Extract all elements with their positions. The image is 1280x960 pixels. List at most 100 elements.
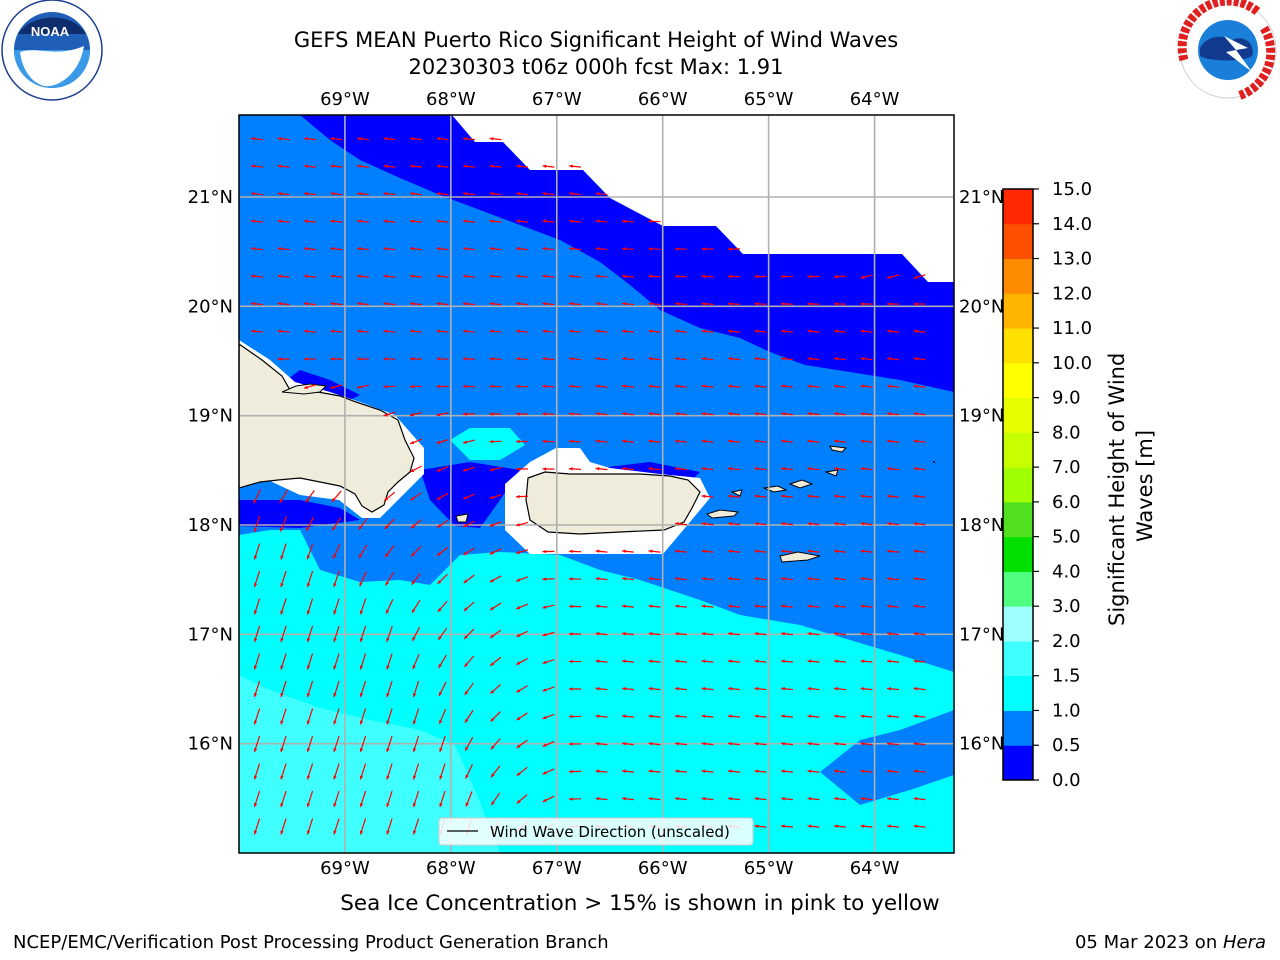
land-hispaniola-north-cape	[281, 383, 328, 395]
wind-arrow	[333, 818, 340, 835]
wind-arrow	[595, 384, 608, 388]
wind-arrow	[489, 137, 502, 141]
wind-wave-direction-arrows	[251, 137, 926, 835]
wind-arrow	[648, 742, 661, 746]
wind-arrow	[304, 137, 316, 141]
wind-arrow	[333, 790, 340, 808]
wind-arrow	[277, 247, 290, 251]
wind-arrow	[280, 735, 287, 753]
wind-arrow	[701, 302, 714, 306]
wind-arrow	[622, 247, 634, 251]
wind-arrow	[595, 797, 608, 801]
wind-arrow	[860, 522, 873, 526]
wind-arrow	[913, 494, 926, 498]
wind-arrow	[569, 412, 581, 416]
wind-arrow	[516, 302, 528, 306]
wind-arrow	[410, 192, 422, 196]
wind-arrow	[280, 708, 287, 725]
wind-arrow	[436, 546, 449, 557]
wind-arrow	[781, 632, 793, 636]
wind-arrow	[463, 628, 475, 640]
wind-arrow	[357, 192, 369, 196]
wind-arrow	[913, 824, 926, 828]
wind-arrow	[622, 329, 634, 333]
wind-arrow	[807, 659, 820, 663]
lat-tick-right-5: 21°N	[959, 187, 1004, 208]
wind-arrow	[728, 357, 740, 361]
wind-arrow	[330, 247, 343, 251]
wind-arrow	[306, 763, 314, 780]
noaa-logo-text: NOAA	[31, 24, 70, 39]
wind-arrow	[675, 659, 687, 663]
wind-arrow	[359, 818, 367, 835]
wind-arrow	[253, 790, 261, 808]
wind-arrow	[516, 247, 528, 251]
wind-arrow	[834, 329, 846, 333]
wind-arrow	[383, 302, 396, 306]
wind-arrow	[675, 302, 687, 306]
wind-arrow	[622, 659, 634, 663]
wind-arrow	[383, 192, 396, 196]
wind-arrow	[568, 769, 582, 774]
wind-arrow	[306, 625, 314, 643]
wind-arrow	[462, 384, 476, 389]
wind-arrow	[516, 192, 528, 196]
wind-arrow	[807, 329, 820, 333]
lon-tick-top-3: 66°W	[638, 89, 688, 110]
wind-arrow	[807, 824, 820, 828]
wind-arrow	[701, 384, 714, 388]
wind-arrow	[675, 604, 687, 608]
wind-arrow	[648, 329, 661, 333]
wind-arrow	[280, 763, 287, 780]
wind-arrow	[358, 517, 368, 531]
wind-arrow	[515, 603, 529, 610]
wind-arrow	[280, 790, 287, 808]
wind-arrow	[728, 577, 740, 581]
wind-arrow	[913, 687, 926, 691]
wind-arrow	[807, 357, 820, 361]
wind-arrow	[333, 598, 340, 615]
wind-arrow	[489, 219, 502, 223]
wind-arrow	[728, 659, 740, 663]
wind-arrow	[569, 357, 581, 361]
wind-arrow	[357, 247, 369, 251]
wind-arrow	[462, 439, 476, 444]
colorbar-segment-12	[1003, 328, 1033, 364]
wind-arrow	[330, 329, 343, 334]
wind-arrow	[595, 659, 608, 663]
wind-arrow	[728, 439, 740, 443]
wind-arrow	[568, 549, 582, 554]
lon-tick-bottom-0: 69°W	[320, 858, 370, 879]
wind-arrow	[913, 659, 926, 663]
wind-arrow	[386, 790, 393, 808]
wind-arrow	[887, 687, 899, 691]
wind-arrow	[357, 329, 369, 334]
wind-arrow	[489, 575, 502, 583]
wind-arrow	[542, 329, 555, 334]
wind-arrow	[542, 274, 555, 278]
wind-arrow	[648, 439, 661, 443]
wind-arrow	[516, 357, 528, 361]
wind-arrow	[807, 549, 820, 553]
wind-arrow	[412, 708, 420, 725]
wind-arrow	[701, 687, 714, 691]
wind-arrow	[569, 219, 581, 223]
wind-arrow	[807, 797, 820, 801]
wind-arrow	[622, 687, 634, 691]
footer-date-text: 05 Mar 2023 on	[1074, 932, 1223, 953]
wind-arrow	[728, 522, 740, 526]
wind-arrow	[333, 653, 340, 670]
wind-arrow	[253, 543, 261, 560]
wave-height-1.0-1.5-patch	[450, 428, 525, 460]
wind-arrow	[754, 384, 767, 388]
wind-arrow	[754, 824, 767, 828]
wind-arrow	[834, 357, 846, 361]
wind-arrow	[622, 632, 634, 636]
wind-arrow	[675, 549, 687, 553]
map-legend: Wind Wave Direction (unscaled)	[438, 817, 754, 846]
wind-arrow	[330, 302, 343, 306]
wind-arrow	[913, 769, 926, 773]
wind-arrow	[887, 549, 899, 553]
wind-arrow	[489, 247, 502, 251]
wind-arrow	[913, 604, 926, 608]
